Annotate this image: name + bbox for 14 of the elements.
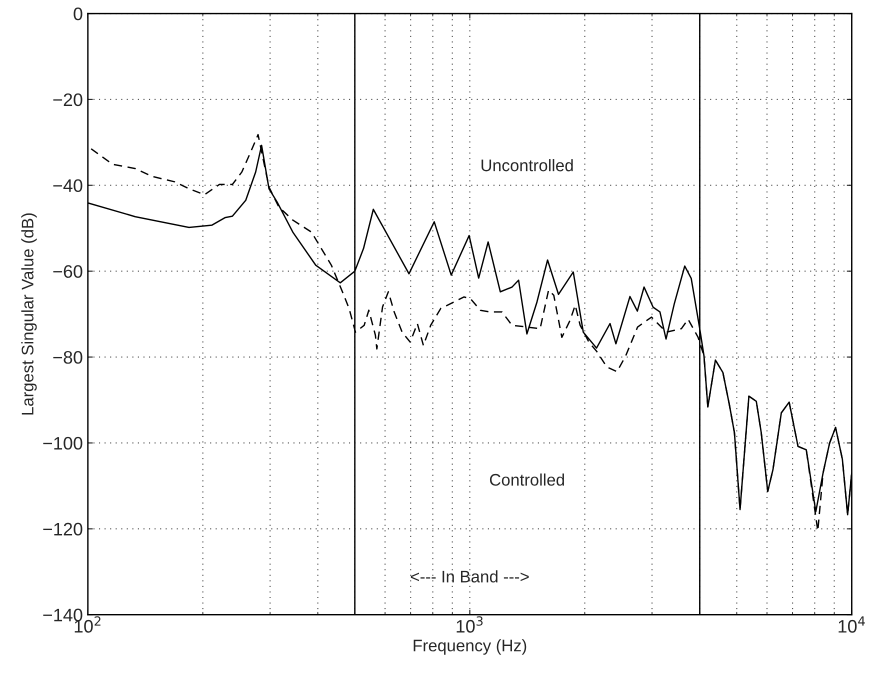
x-tick-label: 10$^{3}$: [456, 616, 483, 633]
y-tick-label: −20: [53, 93, 82, 106]
y-tick-label: −100: [43, 436, 82, 450]
y-axis-title: Largest Singular Value (dB): [21, 213, 37, 415]
y-tick-label: −120: [43, 522, 82, 536]
annotation: <--- In Band --->: [410, 570, 529, 583]
annotation: Uncontrolled: [482, 159, 573, 172]
x-axis-title: Frequency (Hz): [414, 639, 526, 655]
x-tick-label: 10$^{4}$: [838, 616, 865, 633]
y-tick-label: 0: [74, 7, 82, 20]
y-tick-label: −40: [53, 179, 82, 192]
annotation: Controlled: [490, 473, 564, 486]
y-tick-label: −80: [53, 351, 82, 364]
y-tick-label: −60: [53, 265, 82, 278]
